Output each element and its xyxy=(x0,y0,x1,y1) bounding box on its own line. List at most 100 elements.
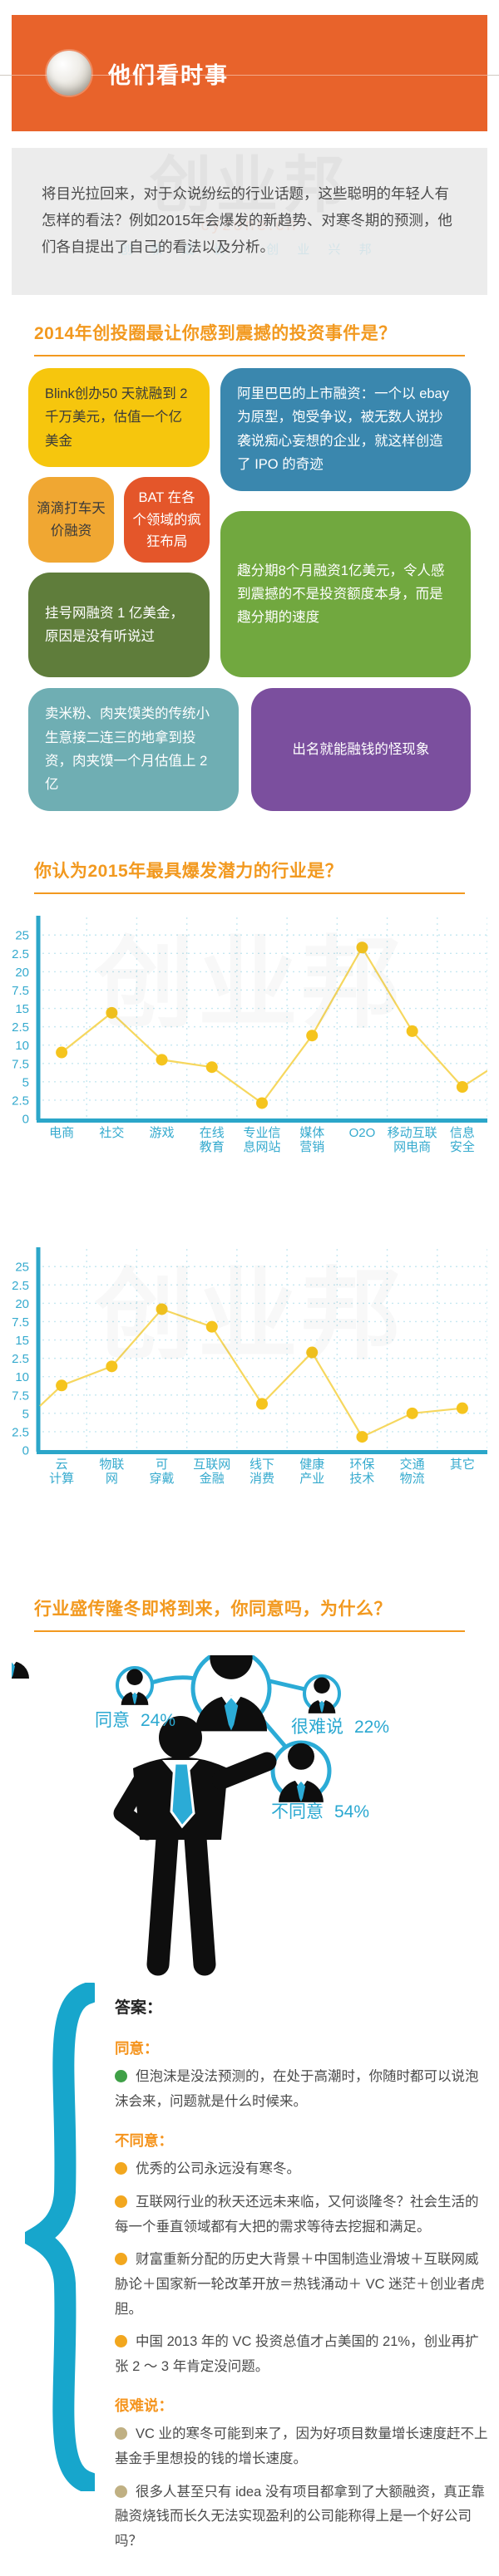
svg-text:17.5: 17.5 xyxy=(12,984,29,998)
svg-text:7.5: 7.5 xyxy=(12,1389,29,1403)
bullet-dot-icon xyxy=(115,2427,127,2441)
curly-brace-icon xyxy=(25,1982,95,2491)
intro-text: 将目光拉回来，对于众说纷纭的行业话题，这些聪明的年轻人有怎样的看法？例如2015… xyxy=(42,185,452,255)
bullet-dot-icon xyxy=(115,2162,127,2175)
svg-text:2.5: 2.5 xyxy=(12,1094,29,1108)
svg-text:游戏: 游戏 xyxy=(150,1126,175,1140)
svg-text:20: 20 xyxy=(15,966,29,980)
stat-agree-value: 24% xyxy=(141,1710,176,1730)
answer-item: 财富重新分配的历史大背景＋中国制造业滑坡＋互联网威胁论＋国家新一轮改革开放＝热钱… xyxy=(115,2252,485,2317)
svg-text:交通物流: 交通物流 xyxy=(400,1457,425,1486)
svg-text:环保技术: 环保技术 xyxy=(349,1458,374,1486)
svg-text:电商: 电商 xyxy=(49,1126,74,1140)
bubble-chuming: 出名就能融钱的怪现象 xyxy=(250,688,471,811)
chart-point xyxy=(56,1379,68,1392)
stat-disagree-label: 不同意 xyxy=(271,1802,324,1821)
chart-point xyxy=(205,1060,218,1073)
investment-events-bubbles: Blink创办50 天就融到 2 千万美元，估值一个亿美金 滴滴打车天价融资 B… xyxy=(28,368,471,811)
banner-rule xyxy=(12,75,487,76)
svg-text:可穿戴: 可穿戴 xyxy=(150,1458,175,1486)
answer-item: 很多人甚至只有 idea 没有项目都拿到了大额融资，真正靠融资烧钱而长久无法实现… xyxy=(115,2484,485,2549)
stat-agree: 同意 24% xyxy=(95,1707,175,1732)
answers-section: 答案： 同意： 但泡沫是没法预测的，在处于高潮时，你随时都可以说泡沫会来，问题就… xyxy=(25,1982,489,2576)
chart-y-ticks: 0 2.5 5 7.5 10 12.5 15 17.5 20 22.5 25 xyxy=(5,1261,29,1458)
chart-point xyxy=(356,1430,368,1443)
svg-text:10: 10 xyxy=(15,1039,29,1053)
chart-point xyxy=(106,1006,118,1019)
bubble-mifen: 卖米粉、肉夹馍类的传统小生意接二连三的地拿到投资，肉夹馍一个月估值上 2 亿 xyxy=(28,688,239,811)
svg-text:0: 0 xyxy=(22,1112,29,1126)
chart-point xyxy=(156,1054,168,1066)
chart-point xyxy=(456,1080,468,1093)
businessman-silhouette xyxy=(113,1715,277,1976)
page-title: 他们看时事 xyxy=(108,63,229,88)
chart-point xyxy=(406,1025,418,1037)
chart-points xyxy=(56,941,468,1109)
group-agree-label: 同意： xyxy=(115,2039,159,2057)
section-banner: 他们看时事 xyxy=(12,15,487,131)
svg-text:15: 15 xyxy=(15,1334,29,1348)
svg-text:线下消费: 线下消费 xyxy=(250,1458,274,1486)
svg-text:专业信息网站: 专业信息网站 xyxy=(243,1126,280,1154)
answer-item: 优秀的公司永远没有寒冬。 xyxy=(115,2157,489,2182)
bullet-dot-icon xyxy=(115,2195,127,2209)
svg-text:媒体营销: 媒体营销 xyxy=(299,1126,324,1154)
stat-hard-value: 22% xyxy=(354,1717,390,1737)
svg-text:0: 0 xyxy=(22,1443,29,1458)
answer-group-agree: 同意： 但泡沫是没法预测的，在处于高潮时，你随时都可以说泡沫会来，问题就是什么时… xyxy=(115,2036,489,2115)
bubble-blink: Blink创办50 天就融到 2 千万美元，估值一个亿美金 xyxy=(28,368,210,468)
svg-text:25: 25 xyxy=(15,1261,29,1275)
svg-text:12.5: 12.5 xyxy=(12,1352,29,1366)
bullet-dot-icon xyxy=(115,2335,127,2348)
chart-point xyxy=(156,1303,168,1315)
chart-y-ticks: 0 2.5 5 7.5 10 12.5 15 17.5 20 22.5 25 xyxy=(5,929,29,1127)
svg-text:12.5: 12.5 xyxy=(12,1020,29,1035)
stat-disagree-value: 54% xyxy=(334,1802,370,1821)
svg-text:社交: 社交 xyxy=(99,1125,124,1140)
intro-box: 创业邦 cyzone.cn 创 新 成 长 · 创 业 兴 邦 将目光拉回来，对… xyxy=(12,148,487,295)
group-disagree-label: 不同意： xyxy=(115,2131,173,2149)
sphere-bullet-icon xyxy=(47,51,91,96)
bubble-didi: 滴滴打车天价融资 xyxy=(28,477,115,563)
bubble-qufenqi: 趣分期8个月融资1亿美元，令人感到震撼的不是投资额度本身，而是趣分期的速度 xyxy=(220,511,471,678)
stat-hard-label: 很难说 xyxy=(291,1717,343,1737)
chart-line xyxy=(39,1308,463,1438)
answer-group-disagree: 不同意： 优秀的公司永远没有寒冬。 互联网行业的秋天还远未来临，又何谈隆冬？社会… xyxy=(115,2128,489,2380)
svg-text:云计算: 云计算 xyxy=(49,1458,74,1486)
svg-text:20: 20 xyxy=(15,1297,29,1311)
chart-grid xyxy=(37,1248,488,1450)
svg-text:5: 5 xyxy=(22,1075,29,1089)
chart-point xyxy=(406,1407,418,1419)
answers-body: 答案： 同意： 但泡沫是没法预测的，在处于高潮时，你随时都可以说泡沫会来，问题就… xyxy=(115,1983,489,2563)
svg-text:22.5: 22.5 xyxy=(12,1279,29,1293)
section3-heading: 行业盛传隆冬即将到来，你同意吗，为什么？ xyxy=(34,1595,465,1632)
svg-text:7.5: 7.5 xyxy=(12,1057,29,1071)
stat-hard-to-say: 很难说 22% xyxy=(291,1713,389,1738)
bullet-dot-icon xyxy=(115,2485,127,2498)
chart-point xyxy=(256,1398,268,1410)
chart-axis xyxy=(36,915,487,1123)
chart-point xyxy=(306,1346,319,1359)
svg-text:10: 10 xyxy=(15,1370,29,1384)
chart-point xyxy=(306,1030,319,1042)
answer-item: 互联网行业的秋天还远未来临，又何谈隆冬？社会生活的每一个垂直领域都有大把的需求等… xyxy=(115,2195,479,2234)
svg-text:15: 15 xyxy=(15,1002,29,1016)
section1-heading: 2014年创投圈最让你感到震撼的投资事件是？ xyxy=(34,320,465,356)
banner-section: 他们看时事 xyxy=(0,0,499,131)
answer-group-hard-to-say: 很难说： VC 业的寒冬可能到来了，因为好项目数量增长速度赶不上基金手里想投的钱… xyxy=(115,2393,489,2554)
chart-point xyxy=(106,1360,118,1373)
svg-text:物联网: 物联网 xyxy=(99,1458,124,1486)
chart-point xyxy=(256,1097,268,1109)
svg-text:在线教育: 在线教育 xyxy=(200,1126,225,1154)
answer-item: 中国 2013 年的 VC 投资总值才占美国的 21%，创业再扩张 2 ～ 3 … xyxy=(115,2334,479,2375)
answers-title: 答案： xyxy=(115,1998,163,2017)
svg-text:22.5: 22.5 xyxy=(12,947,29,961)
svg-text:17.5: 17.5 xyxy=(12,1315,29,1330)
stat-disagree: 不同意 54% xyxy=(271,1798,369,1823)
chart-point xyxy=(456,1402,468,1414)
svg-text:移动互联网电商: 移动互联网电商 xyxy=(388,1126,437,1154)
svg-text:O2O: O2O xyxy=(349,1126,376,1140)
svg-text:健康产业: 健康产业 xyxy=(299,1458,324,1486)
